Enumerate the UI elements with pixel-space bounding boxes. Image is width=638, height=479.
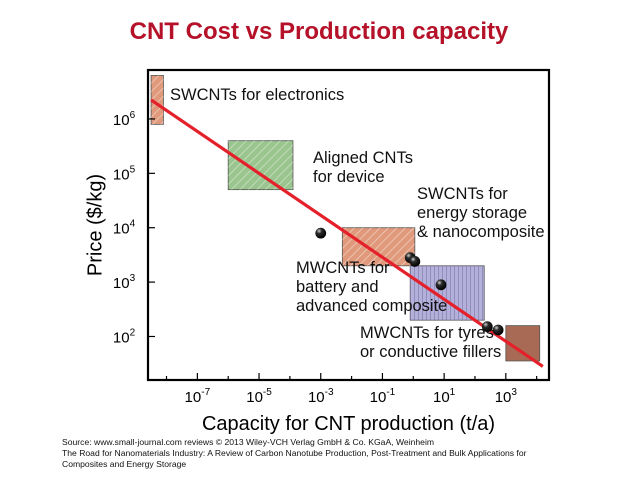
data-point-4 (481, 321, 493, 333)
x-tick-label-4: 101 (433, 387, 456, 406)
trend-line (150, 98, 544, 368)
chart-figure: 10-7 10-5 10-3 10-1 101 103 102 103 104 105 106 SW… (74, 58, 564, 440)
annotation-4: MWCNTs for tyres or conductive fillers (360, 324, 501, 361)
region-hatch-2 (342, 227, 415, 266)
data-point-0 (315, 227, 327, 239)
source-line-1: Source: www.small-journal.com reviews © … (62, 437, 435, 447)
slide-title: CNT Cost vs Production capacity (129, 18, 509, 45)
data-point-5 (492, 324, 504, 336)
x-tick-label-2: 10-3 (308, 387, 334, 406)
data-point-2 (409, 256, 421, 267)
region-hatch-3 (410, 265, 485, 321)
y-tick-label-1: 103 (113, 273, 136, 292)
regions-layer (150, 75, 541, 362)
annotation-1: Aligned CNTs for device (313, 149, 413, 186)
ticks-layer: 10-7 10-5 10-3 10-1 101 103 102 103 104 105 106 (113, 110, 538, 406)
annotation-2: SWCNTs for energy storage & nanocomposite (417, 185, 545, 241)
plot-area (146, 68, 551, 382)
y-tick-label-3: 105 (113, 164, 136, 183)
region-hatch-1 (228, 140, 293, 190)
x-tick-label-1: 10-5 (246, 387, 272, 406)
annotations-layer: SWCNTs for electronics Aligned CNTs for de… (170, 86, 545, 361)
source-line-2: The Road for Nanomaterials Industry: A R… (62, 448, 527, 458)
x-axis-label: Capacity for CNT production (t/a) (202, 413, 495, 435)
region-hatch-0 (151, 75, 164, 125)
x-tick-label-5: 103 (495, 387, 518, 406)
x-tick-label-3: 10-1 (370, 387, 396, 406)
source-line-3: Composites and Energy Storage (62, 459, 187, 469)
y-tick-label-2: 104 (113, 219, 136, 238)
source-citation: Source: www.small-journal.com reviews © … (62, 437, 622, 470)
annotation-0: SWCNTs for electronics (170, 86, 344, 104)
y-tick-label-0: 102 (113, 327, 136, 346)
data-point-3 (435, 279, 447, 291)
y-axis-label: Price ($/kg) (84, 174, 106, 276)
chart-svg: 10-7 10-5 10-3 10-1 101 103 102 103 104 105 106 SW… (84, 68, 551, 435)
annotation-3: MWCNTs for battery and advanced composite (296, 259, 447, 315)
y-tick-label-4: 106 (113, 110, 136, 129)
points-layer (315, 227, 504, 336)
x-tick-label-0: 10-7 (185, 387, 211, 406)
